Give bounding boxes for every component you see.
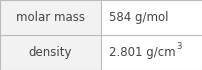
Bar — [101, 0, 202, 35]
Text: 2.801 g/cm: 2.801 g/cm — [109, 46, 176, 59]
Text: molar mass: molar mass — [16, 11, 85, 24]
Bar — [0, 0, 101, 35]
Text: 3: 3 — [177, 42, 182, 51]
Text: density: density — [29, 46, 72, 59]
Bar — [0, 35, 101, 70]
Bar — [101, 35, 202, 70]
Text: 584 g/mol: 584 g/mol — [109, 11, 168, 24]
